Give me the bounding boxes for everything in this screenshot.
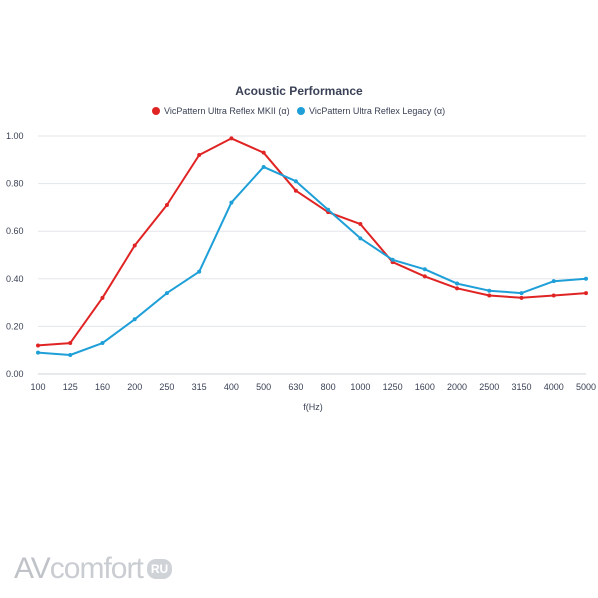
data-point — [455, 281, 460, 286]
series-line-2 — [37, 165, 587, 356]
data-point — [422, 267, 427, 272]
x-tick-label: 200 — [127, 382, 142, 392]
legend-label-series-1: VicPattern Ultra Reflex MKII (α) — [164, 106, 290, 116]
data-point — [326, 207, 331, 212]
y-tick-label: 0.20 — [6, 321, 24, 331]
data-point — [132, 317, 137, 322]
data-point — [358, 236, 363, 241]
x-tick-label: 250 — [159, 382, 174, 392]
data-point — [229, 200, 234, 205]
x-tick-label: 500 — [256, 382, 271, 392]
data-point — [422, 274, 427, 279]
x-tick-label: 315 — [192, 382, 207, 392]
y-tick-label: 0.40 — [6, 274, 24, 284]
gridlines — [38, 135, 586, 375]
data-point — [293, 179, 298, 184]
x-tick-label: 1600 — [415, 382, 435, 392]
data-point — [261, 150, 266, 155]
data-point — [261, 164, 266, 169]
watermark-comfort: comfort — [49, 552, 144, 585]
legend-marker-series-2 — [297, 107, 305, 115]
data-point — [36, 350, 40, 355]
data-point — [584, 291, 588, 296]
data-point — [551, 293, 556, 298]
data-point — [455, 286, 460, 291]
data-point — [487, 288, 492, 293]
x-tick-label: 125 — [63, 382, 78, 392]
x-tick-label: 2000 — [447, 382, 467, 392]
data-point — [519, 295, 524, 300]
x-tick-label: 630 — [288, 382, 303, 392]
y-tick-label: 0.80 — [6, 179, 24, 189]
y-tick-label: 1.00 — [6, 131, 24, 141]
x-tick-label: 5000 — [576, 382, 596, 392]
series-line-1 — [37, 137, 587, 347]
x-tick-label: 1250 — [383, 382, 403, 392]
y-tick-label: 0.00 — [6, 369, 24, 379]
x-axis-ticks: 100 125 160 200 250 315 400 500 630 800 1000 1250 16… — [30, 382, 596, 392]
chart-title: Acoustic Performance — [235, 84, 363, 98]
x-tick-label: 3150 — [512, 382, 532, 392]
data-point — [390, 257, 395, 262]
y-tick-label: 0.60 — [6, 226, 24, 236]
data-point — [36, 343, 40, 348]
series-lines — [36, 136, 588, 357]
watermark-logo: AV comfort RU — [14, 552, 173, 586]
x-tick-label: 100 — [30, 382, 45, 392]
data-point — [551, 279, 556, 284]
data-point — [293, 188, 298, 193]
data-point — [229, 136, 234, 141]
watermark-av: AV — [14, 552, 51, 585]
legend: VicPattern Ultra Reflex MKII (α) VicPatt… — [152, 106, 445, 116]
data-point — [164, 203, 169, 208]
data-point — [100, 341, 105, 346]
data-point — [584, 276, 588, 281]
data-point — [132, 243, 137, 248]
legend-label-series-2: VicPattern Ultra Reflex Legacy (α) — [309, 106, 445, 116]
x-tick-label: 1000 — [350, 382, 370, 392]
data-point — [164, 291, 169, 296]
x-tick-label: 160 — [95, 382, 110, 392]
x-tick-label: 800 — [321, 382, 336, 392]
data-point — [197, 153, 202, 158]
x-tick-label: 4000 — [544, 382, 564, 392]
x-axis-label: f(Hz) — [303, 402, 323, 412]
data-point — [68, 352, 73, 357]
data-point — [487, 293, 492, 298]
x-tick-label: 2500 — [479, 382, 499, 392]
x-tick-label: 400 — [224, 382, 239, 392]
data-point — [68, 341, 73, 346]
y-axis-ticks: 0.00 0.20 0.40 0.60 0.80 1.00 — [6, 131, 24, 379]
watermark-ru-badge: RU — [146, 559, 173, 579]
legend-marker-series-1 — [152, 107, 160, 115]
data-point — [358, 222, 363, 227]
data-point — [100, 295, 105, 300]
data-point — [519, 291, 524, 296]
data-point — [197, 269, 202, 274]
